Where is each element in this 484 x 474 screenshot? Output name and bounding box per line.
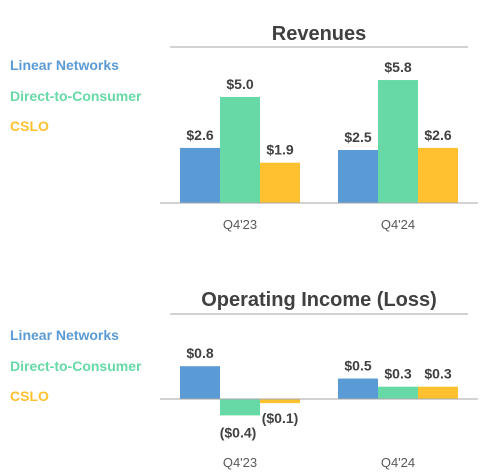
revenues-title: Revenues xyxy=(272,23,367,45)
revenues-bar-cslo-q4-23 xyxy=(260,162,300,203)
revenues-legend-direct-to-consumer: Direct-to-Consumer xyxy=(10,88,142,104)
revenues-bar-linear-networks-q4-24 xyxy=(338,150,378,203)
operating-income-label-direct-to-consumer-q4-23: ($0.4) xyxy=(220,424,257,440)
revenues-legend-linear-networks: Linear Networks xyxy=(10,57,119,73)
operating-income-bar-linear-networks-q4-24 xyxy=(338,378,378,399)
operating-income-bar-direct-to-consumer-q4-24 xyxy=(378,386,418,399)
revenues-label-linear-networks-q4-24: $2.5 xyxy=(344,129,371,145)
revenues-label-cslo-q4-23: $1.9 xyxy=(266,142,293,158)
operating-income-bar-linear-networks-q4-23 xyxy=(180,366,220,399)
operating-income-bar-cslo-q4-23 xyxy=(260,399,300,404)
revenues-tick-q4-23: Q4'23 xyxy=(223,217,257,232)
operating-income-tick-q4-23: Q4'23 xyxy=(223,455,257,470)
revenues-chart: Revenues Linear Networks Direct-to-Consu… xyxy=(10,23,478,232)
revenues-bar-direct-to-consumer-q4-24 xyxy=(378,80,418,203)
operating-income-bar-direct-to-consumer-q4-23 xyxy=(220,399,260,416)
operating-income-legend-cslo: CSLO xyxy=(10,388,49,404)
operating-income-chart: Operating Income (Loss) Linear Networks … xyxy=(10,289,478,470)
revenues-bars: $2.6 $2.5 $5.0 $5.8 $1.9 $2.6 xyxy=(180,59,458,203)
operating-income-title: Operating Income (Loss) xyxy=(201,289,437,311)
operating-income-label-cslo-q4-24: $0.3 xyxy=(424,366,451,382)
revenues-label-direct-to-consumer-q4-24: $5.8 xyxy=(384,59,411,75)
revenues-label-direct-to-consumer-q4-23: $5.0 xyxy=(226,76,253,92)
operating-income-label-cslo-q4-23: ($0.1) xyxy=(262,410,299,426)
revenues-bar-linear-networks-q4-23 xyxy=(180,147,220,203)
revenues-bar-cslo-q4-24 xyxy=(418,147,458,203)
revenues-tick-q4-24: Q4'24 xyxy=(381,217,415,232)
operating-income-legend-direct-to-consumer: Direct-to-Consumer xyxy=(10,358,142,374)
revenues-label-linear-networks-q4-23: $2.6 xyxy=(186,127,213,143)
operating-income-bars: $0.8 $0.5 ($0.4) $0.3 ($0.1) $0.3 xyxy=(180,345,458,440)
operating-income-label-linear-networks-q4-23: $0.8 xyxy=(186,345,213,361)
operating-income-bar-cslo-q4-24 xyxy=(418,386,458,399)
revenues-bar-direct-to-consumer-q4-23 xyxy=(220,97,260,203)
operating-income-legend-linear-networks: Linear Networks xyxy=(10,327,119,343)
operating-income-tick-q4-24: Q4'24 xyxy=(381,455,415,470)
revenues-label-cslo-q4-24: $2.6 xyxy=(424,127,451,143)
operating-income-label-linear-networks-q4-24: $0.5 xyxy=(344,358,371,374)
operating-income-label-direct-to-consumer-q4-24: $0.3 xyxy=(384,366,411,382)
revenues-legend-cslo: CSLO xyxy=(10,118,49,134)
